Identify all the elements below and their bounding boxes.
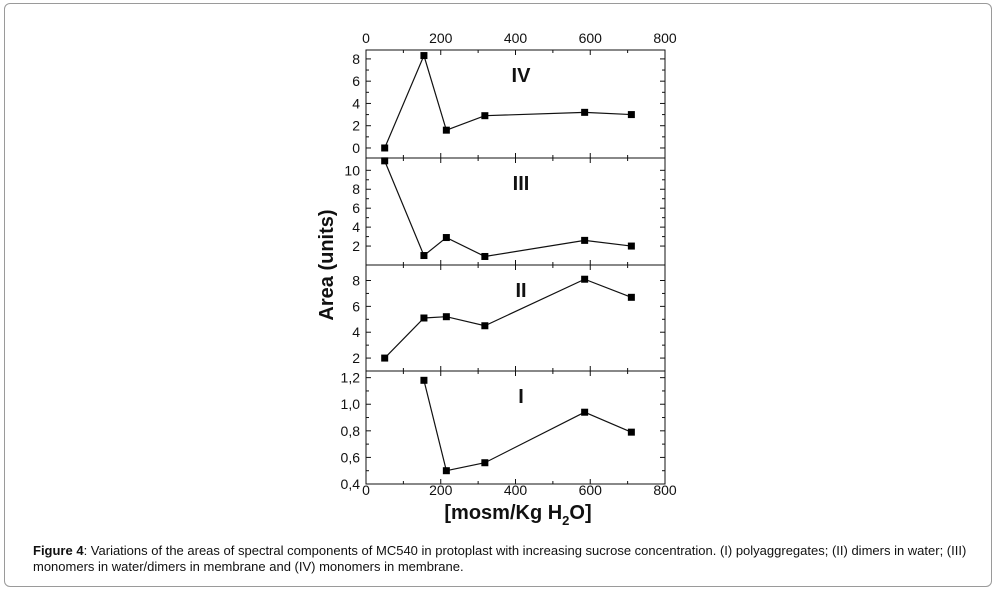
y-tick-label: 0,8 [341,423,361,439]
data-point [481,112,489,120]
y-tick-label: 2 [352,118,360,134]
series-line-II [384,278,632,359]
panel-label-II: II [515,280,526,302]
data-point [481,459,489,467]
y-tick-label: 0,4 [341,476,361,492]
y-tick-label: 2 [352,238,360,254]
data-point [420,252,428,260]
x-tick-label-top: 200 [429,30,453,46]
data-point [420,314,428,322]
y-tick-label: 8 [352,273,360,289]
x-tick-label-bottom: 600 [579,482,603,498]
y-tick-label: 2 [352,350,360,366]
x-tick-label-bottom: 400 [504,482,528,498]
x-tick-label-top: 0 [362,30,370,46]
data-point [627,293,635,301]
y-tick-label: 1,2 [341,370,361,386]
data-point [627,428,635,436]
x-tick-label-bottom: 200 [429,482,453,498]
x-tick-label-bottom: 0 [362,482,370,498]
data-point [581,108,589,116]
y-tick-label: 6 [352,298,360,314]
data-point [381,157,389,165]
panel-I: 0,4 0,6 0,8 1,0 1,2 I [341,370,666,492]
panel-III: 2 4 6 8 10 III [344,157,666,266]
y-axis-label: Area (units) [316,209,338,320]
data-point [481,322,489,330]
data-point [420,376,428,384]
series-line-IV [384,53,632,149]
x-tick-label-top: 600 [579,30,603,46]
data-point [581,236,589,244]
figure-caption: Figure 4: Variations of the areas of spe… [33,543,978,575]
y-tick-label: 1,0 [341,396,361,412]
y-tick-label: 4 [352,324,360,340]
y-tick-label: 4 [352,95,360,111]
figure-frame [4,3,992,587]
y-tick-label: 6 [352,73,360,89]
y-tick-label: 4 [352,219,360,235]
data-point [627,242,635,250]
data-point [581,275,589,283]
panel-IV: 0 2 4 6 8 IV [352,49,666,159]
data-point [381,354,389,362]
data-point [442,313,450,321]
panel-II: 2 4 6 8 II [352,264,666,372]
data-point [481,252,489,260]
y-tick-label: 10 [344,162,360,178]
x-tick-label-top: 800 [653,30,677,46]
data-point [442,126,450,134]
panel-label-IV: IV [512,65,532,87]
data-point [581,408,589,416]
caption-text: : Variations of the areas of spectral co… [33,543,967,574]
data-point [420,52,428,60]
series-line-I [423,380,632,472]
y-tick-label: 0 [352,140,360,156]
data-point [627,111,635,119]
caption-label: Figure 4 [33,543,84,558]
y-tick-label: 6 [352,200,360,216]
x-axis-label: [mosm/Kg H2O] [444,502,591,528]
y-tick-label: 8 [352,181,360,197]
y-tick-label: 8 [352,51,360,67]
x-tick-label-bottom: 800 [653,482,677,498]
x-axis-label-main: [mosm/Kg H [444,502,562,524]
x-axis-label-tail: O] [569,502,591,524]
data-point [442,467,450,475]
data-point [442,234,450,242]
data-point [381,144,389,152]
x-axis-label-sub: 2 [562,513,569,528]
y-tick-label: 0,6 [341,449,361,465]
x-tick-label-top: 400 [504,30,528,46]
series-line-III [384,160,632,258]
panel-label-III: III [513,173,530,195]
panel-label-I: I [518,386,524,408]
